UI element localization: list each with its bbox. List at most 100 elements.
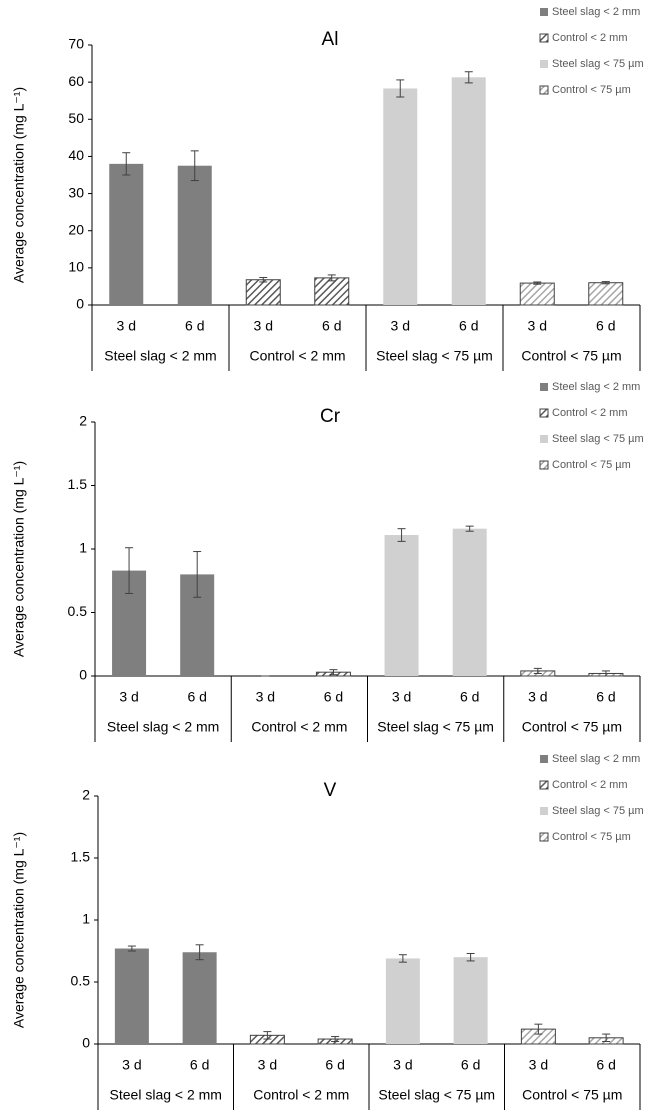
x-tick-label: 3 d xyxy=(122,1057,141,1073)
x-tick-label: 6 d xyxy=(324,689,343,705)
legend-text: Steel slag < 75 µm xyxy=(552,433,644,445)
x-tick-label: 3 d xyxy=(392,689,411,705)
error-bar xyxy=(195,944,204,961)
legend-swatch xyxy=(540,807,548,815)
y-tick-label: 0 xyxy=(82,1035,90,1051)
chart-title: Cr xyxy=(320,406,341,427)
error-bar xyxy=(602,1033,611,1043)
chart: V Average concentration (mg L⁻¹) 0 0.5 1 1.5 2… xyxy=(11,753,644,1110)
x-tick-label: 6 d xyxy=(187,689,206,705)
legend-text: Control < 2 mm xyxy=(552,779,628,791)
y-tick-label: 60 xyxy=(68,73,84,89)
x-tick-label: 6 d xyxy=(596,1057,615,1073)
legend-swatch xyxy=(540,435,548,443)
group-label: Steel slag < 2 mm xyxy=(110,1087,222,1103)
y-tick-label: 0.5 xyxy=(71,973,91,989)
legend-text: Control < 2 mm xyxy=(552,32,628,44)
x-tick-label: 6 d xyxy=(460,689,479,705)
y-tick-label: 0 xyxy=(76,296,84,312)
bar xyxy=(383,88,418,305)
error-bar xyxy=(259,277,268,283)
error-bar xyxy=(398,954,407,963)
x-tick-label: 3 d xyxy=(529,1057,548,1073)
legend-swatch xyxy=(540,383,548,391)
group-label: Control < 75 µm xyxy=(521,348,621,364)
y-tick-label: 20 xyxy=(68,221,84,237)
legend-text: Steel slag < 75 µm xyxy=(552,58,644,70)
group-label: Control < 75 µm xyxy=(522,1087,622,1103)
error-bar xyxy=(464,71,473,84)
error-bar xyxy=(122,152,131,176)
error-bar xyxy=(327,274,336,282)
legend-text: Steel slag < 75 µm xyxy=(552,805,644,817)
legend-swatch xyxy=(539,85,549,95)
legend-swatch xyxy=(540,8,548,16)
y-tick-label: 2 xyxy=(82,787,90,803)
bar xyxy=(588,282,624,306)
group-label: Steel slag < 2 mm xyxy=(107,719,219,735)
error-bar xyxy=(533,667,542,674)
legend-swatch xyxy=(539,460,549,470)
x-tick-label: 3 d xyxy=(391,318,410,334)
bar xyxy=(453,957,488,1044)
error-bar xyxy=(466,952,475,962)
legend-swatch xyxy=(540,755,548,763)
x-tick-label: 3 d xyxy=(393,1057,412,1073)
x-tick-label: 3 d xyxy=(254,318,273,334)
legend-swatch xyxy=(540,60,548,68)
x-tick-label: 6 d xyxy=(459,318,478,334)
chart-title: Al xyxy=(322,29,339,50)
group-label: Steel slag < 75 µm xyxy=(378,1087,495,1103)
y-tick-label: 0.5 xyxy=(68,603,88,619)
x-tick-label: 6 d xyxy=(190,1057,209,1073)
x-tick-label: 3 d xyxy=(119,689,138,705)
error-bar xyxy=(193,551,202,598)
bar xyxy=(109,163,144,305)
legend-text: Control < 2 mm xyxy=(552,407,628,419)
group-label: Control < 75 µm xyxy=(522,719,622,735)
x-tick-label: 6 d xyxy=(596,689,615,705)
legend-text: Control < 75 µm xyxy=(552,84,631,96)
y-tick-label: 70 xyxy=(68,36,84,52)
x-tick-label: 3 d xyxy=(256,689,275,705)
y-tick-label: 1 xyxy=(82,911,90,927)
x-tick-label: 3 d xyxy=(528,318,547,334)
legend-swatch xyxy=(539,832,549,842)
x-tick-label: 6 d xyxy=(185,318,204,334)
y-tick-label: 30 xyxy=(68,184,84,200)
bar xyxy=(385,958,420,1044)
x-tick-label: 6 d xyxy=(325,1057,344,1073)
y-axis-label: Average concentration (mg L⁻¹) xyxy=(11,87,27,283)
legend-text: Steel slag < 2 mm xyxy=(552,753,640,765)
error-bar xyxy=(127,945,136,952)
error-bar xyxy=(396,79,405,98)
bar xyxy=(451,77,486,305)
y-tick-label: 2 xyxy=(79,413,87,429)
y-tick-label: 1.5 xyxy=(71,849,91,865)
y-tick-label: 1 xyxy=(79,540,87,556)
bar xyxy=(177,165,212,305)
x-tick-label: 6 d xyxy=(461,1057,480,1073)
bar xyxy=(314,277,350,306)
y-tick-label: 10 xyxy=(68,259,84,275)
legend-text: Steel slag < 2 mm xyxy=(552,6,640,18)
group-label: Control < 2 mm xyxy=(253,1087,349,1103)
group-label: Steel slag < 75 µm xyxy=(376,348,493,364)
bar xyxy=(452,528,487,676)
y-axis-label: Average concentration (mg L⁻¹) xyxy=(11,832,27,1028)
x-tick-label: 3 d xyxy=(528,689,547,705)
chart: Al Average concentration (mg L⁻¹) 0 10 20 30 4… xyxy=(11,6,644,371)
legend-text: Control < 75 µm xyxy=(552,831,631,843)
error-bar xyxy=(190,150,199,182)
bar xyxy=(182,952,217,1044)
y-axis-label: Average concentration (mg L⁻¹) xyxy=(11,461,27,657)
x-tick-label: 3 d xyxy=(258,1057,277,1073)
error-bar xyxy=(329,669,338,676)
x-tick-label: 6 d xyxy=(322,318,341,334)
legend-swatch xyxy=(539,780,549,790)
legend-text: Steel slag < 2 mm xyxy=(552,381,640,393)
group-label: Steel slag < 2 mm xyxy=(104,348,216,364)
error-bar xyxy=(465,525,474,532)
